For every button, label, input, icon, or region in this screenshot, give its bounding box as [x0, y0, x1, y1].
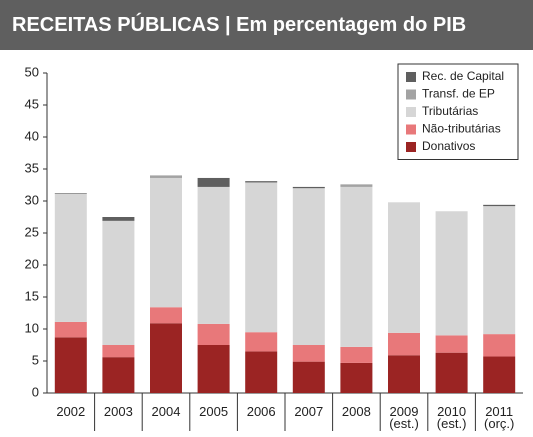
bar-segment	[150, 323, 182, 393]
y-tick-label: 40	[25, 128, 39, 143]
bar-segment	[54, 193, 87, 194]
x-tick-label: 2009 (est.)	[389, 404, 419, 431]
bar-segment	[435, 335, 468, 353]
bar-segment	[292, 345, 325, 362]
bar-segment	[340, 186, 373, 347]
y-tick-label: 45	[25, 96, 39, 111]
y-tick-label: 15	[25, 288, 39, 303]
legend-label: Transf. de EP	[422, 87, 495, 101]
bar-segment	[102, 357, 135, 393]
x-tick-label: 2010 (est.)	[436, 404, 467, 431]
legend-label: Donativos	[422, 139, 475, 153]
bar-segment	[483, 204, 516, 207]
bar-segment	[150, 175, 182, 178]
bar-segment	[292, 186, 325, 189]
bar-segment	[292, 361, 325, 393]
x-tick-label: 2005	[199, 404, 229, 419]
x-tick-label: 2008	[341, 404, 371, 419]
legend-swatch	[406, 107, 416, 117]
legend-label: Rec. de Capital	[422, 69, 504, 83]
x-tick-label: 2006	[246, 404, 276, 419]
legend-swatch	[406, 72, 416, 82]
bar-segment	[435, 211, 468, 336]
bar-segment	[197, 177, 230, 187]
legend-swatch	[406, 89, 416, 100]
bar-segment	[197, 323, 230, 345]
bar-segment	[54, 321, 87, 338]
bar-segment	[197, 186, 230, 324]
bar-segment	[292, 188, 325, 345]
legend-swatch	[406, 124, 416, 135]
bar-segment	[150, 177, 182, 308]
y-tick-label: 10	[25, 320, 39, 335]
y-tick-label: 25	[25, 224, 39, 239]
bar-segment	[340, 184, 373, 187]
y-tick-label: 20	[25, 256, 39, 271]
x-tick-label: 2011 (orç.)	[484, 404, 515, 431]
x-tick-label: 2007	[294, 404, 324, 419]
bar-segment	[245, 351, 278, 393]
bar-segment	[435, 352, 468, 393]
x-tick-label: 2003	[103, 404, 133, 419]
legend-label: Não-tributárias	[422, 122, 501, 136]
legend-label: Tributárias	[422, 104, 478, 118]
bar-segment	[483, 206, 516, 335]
y-tick-label: 35	[25, 160, 39, 175]
legend-box	[397, 63, 519, 160]
y-tick-label: 5	[32, 352, 39, 367]
bar-segment	[340, 362, 373, 393]
bar-segment	[54, 337, 87, 393]
bar-segment	[340, 346, 373, 363]
bar-segment	[197, 345, 230, 393]
bar-segment	[54, 193, 87, 322]
bar-segment	[388, 202, 420, 333]
bar-segment	[483, 334, 516, 357]
bar-segment	[388, 355, 420, 393]
bar-segment	[150, 307, 182, 324]
legend-swatch	[406, 142, 416, 152]
bar-segment	[102, 345, 135, 358]
bar-segment	[245, 182, 278, 333]
x-tick-label: 2004	[151, 404, 181, 419]
bar-segment	[102, 220, 135, 345]
bar-segment	[102, 217, 135, 221]
bar-segment	[245, 332, 278, 352]
bar-segment	[483, 356, 516, 393]
bar-segment	[388, 332, 420, 356]
y-tick-label: 50	[25, 64, 39, 79]
y-tick-label: 0	[32, 384, 39, 399]
bar-segment	[245, 181, 278, 183]
chart-title: RECEITAS PÚBLICAS | Em percentagem do PI…	[0, 0, 533, 50]
x-tick-label: 2002	[56, 404, 86, 419]
y-tick-label: 30	[25, 192, 39, 207]
